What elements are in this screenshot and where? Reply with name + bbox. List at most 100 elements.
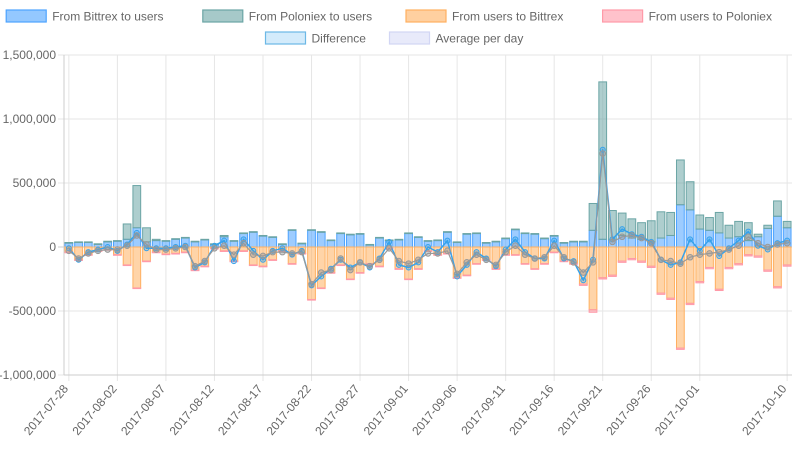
bar-series-1 — [83, 241, 93, 244]
line-point-1 — [133, 232, 141, 239]
line-point-1 — [162, 246, 170, 253]
line-point-1 — [201, 257, 209, 265]
bar-series-1 — [724, 224, 734, 239]
line-point-1 — [424, 250, 432, 257]
line-point-1 — [618, 233, 626, 241]
bar-series-1 — [734, 220, 743, 238]
line-point-0 — [221, 237, 228, 244]
bar-series-0 — [452, 242, 462, 248]
bar-series-0 — [229, 240, 239, 248]
legend-swatch — [5, 9, 47, 23]
line-point-1 — [628, 232, 636, 239]
legend-item[interactable]: Average per day — [388, 31, 524, 46]
bar-series-0 — [326, 240, 336, 248]
bar-series-1 — [132, 185, 142, 229]
bar-series-0 — [559, 242, 569, 248]
line-point-1 — [589, 259, 597, 266]
bar-series-0 — [578, 241, 588, 248]
x-tick-label: 2017-10-10 — [739, 382, 789, 438]
bar-series-2 — [608, 246, 617, 276]
bar-series-0 — [666, 234, 676, 248]
bar-series-2 — [773, 246, 782, 288]
bar-series-1 — [705, 217, 714, 231]
bars-inflow — [64, 81, 792, 248]
bar-series-3 — [734, 263, 743, 266]
bar-series-3 — [142, 260, 151, 263]
bar-series-3 — [656, 292, 666, 295]
bar-series-2 — [132, 246, 142, 289]
bar-series-3 — [782, 264, 792, 267]
x-tick-label: 2017-09-11 — [458, 382, 508, 438]
y-tick-label: 1,000,000 — [3, 112, 57, 126]
line-point-0 — [745, 228, 752, 235]
bar-series-0 — [462, 233, 472, 248]
bar-series-1 — [200, 238, 210, 241]
bar-series-1 — [394, 238, 404, 241]
line-point-0 — [687, 236, 694, 243]
line-point-1 — [327, 266, 335, 274]
bar-series-3 — [588, 309, 598, 313]
bar-series-0 — [307, 229, 316, 248]
bar-series-3 — [743, 254, 753, 257]
bar-series-3 — [462, 274, 472, 277]
bar-series-3 — [637, 260, 646, 263]
bar-series-3 — [287, 263, 297, 265]
x-tick-label: 2017-08-07 — [118, 382, 168, 438]
legend-item[interactable]: From users to Poloniex — [601, 9, 772, 24]
bar-series-1 — [336, 232, 346, 235]
bar-series-3 — [171, 252, 181, 255]
bar-series-1 — [452, 241, 462, 244]
bar-series-3 — [268, 259, 278, 261]
bar-series-2 — [345, 246, 355, 280]
bar-series-1 — [64, 242, 74, 244]
bar-series-0 — [287, 229, 297, 248]
bar-series-0 — [345, 234, 355, 248]
bar-series-0 — [83, 242, 93, 248]
bar-series-2 — [122, 246, 132, 266]
bar-series-0 — [375, 237, 384, 248]
bar-series-1 — [229, 240, 239, 242]
line-point-1 — [754, 239, 762, 247]
bar-series-3 — [113, 254, 122, 256]
bar-series-3 — [180, 251, 190, 254]
bar-series-2 — [365, 246, 375, 265]
bar-series-1 — [462, 233, 472, 235]
legend-swatch — [405, 9, 447, 23]
legend-item[interactable]: From users to Bittrex — [405, 9, 563, 24]
line-point-1 — [230, 251, 238, 258]
bar-series-0 — [656, 237, 666, 248]
bar-series-1 — [103, 240, 113, 243]
bar-series-1 — [151, 238, 161, 242]
bar-series-3 — [452, 277, 462, 279]
line-point-1 — [453, 270, 461, 278]
line-point-1 — [512, 242, 519, 250]
x-axis: 2017-07-282017-08-022017-08-072017-08-12… — [21, 382, 790, 438]
bar-series-0 — [598, 238, 608, 248]
legend-item[interactable]: Difference — [264, 31, 367, 46]
bar-series-1 — [355, 233, 365, 235]
bar-series-1 — [578, 240, 588, 243]
bar-series-2 — [637, 246, 646, 262]
bar-series-1 — [520, 232, 530, 235]
bar-series-3 — [617, 260, 627, 263]
bar-series-3 — [530, 268, 540, 270]
bar-series-3 — [714, 288, 724, 292]
line-point-1 — [735, 242, 742, 250]
legend-item[interactable]: From Bittrex to users — [5, 9, 164, 24]
legend-item[interactable]: From Poloniex to users — [202, 9, 372, 24]
line-point-1 — [647, 239, 655, 247]
line-point-1 — [114, 246, 121, 253]
line-point-1 — [317, 269, 325, 276]
line-point-1 — [220, 242, 228, 250]
bar-series-0 — [743, 240, 753, 248]
line-point-1 — [667, 257, 674, 265]
bar-series-0 — [355, 233, 365, 248]
bar-series-3 — [375, 265, 384, 268]
line-point-0 — [444, 237, 451, 244]
line-point-1 — [599, 150, 607, 157]
bar-series-1 — [598, 81, 608, 240]
bar-series-0 — [113, 240, 122, 248]
line-point-1 — [75, 255, 82, 262]
bar-series-0 — [433, 240, 443, 248]
